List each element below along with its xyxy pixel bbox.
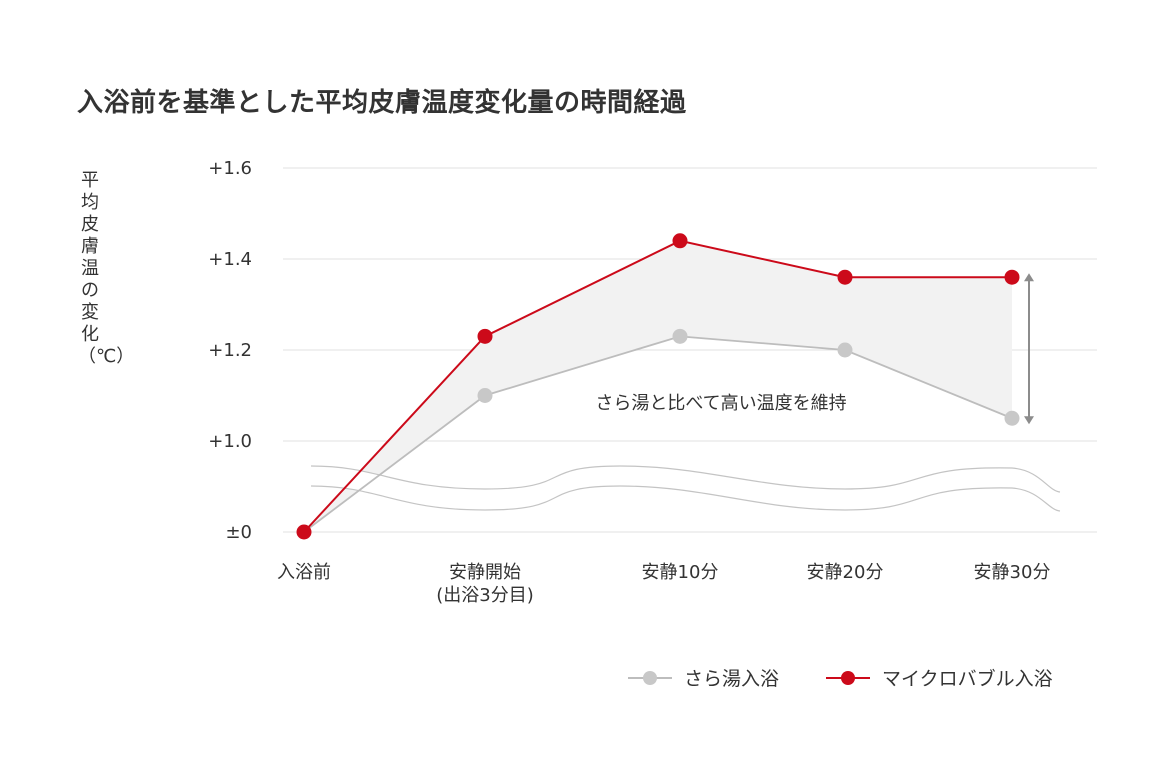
x-category-label: 安静10分 [642,562,719,583]
plain-point [477,388,493,403]
x-category-labels: 入浴前 安静開始(出浴3分目) 安静10分 安静20分 安静30分 [277,562,1050,606]
axis-break-mark [310,465,1061,512]
micro-point [1004,269,1020,285]
y-tick-labels: ±0 +1.0 +1.2 +1.4 +1.6 [208,158,252,543]
x-category-label: 入浴前 [277,562,331,583]
x-category-label: 安静開始 [449,562,521,583]
y-tick-label: +1.2 [208,340,252,361]
arrow-head-up [1024,273,1034,282]
legend-item-micro: マイクロバブル入浴 [826,667,1053,690]
legend-plain-marker [643,671,657,685]
difference-arrow [1024,273,1034,425]
legend: さら湯入浴 マイクロバブル入浴 [628,667,1053,690]
plain-point [672,328,688,344]
legend-micro-label: マイクロバブル入浴 [882,667,1053,690]
plain-point [837,342,853,358]
y-tick-label: +1.4 [208,249,252,270]
x-category-label: (出浴3分目) [436,585,534,606]
y-tick-label: +1.0 [208,431,252,452]
chart-title: 入浴前を基準とした平均皮膚温度変化量の時間経過 [77,88,687,118]
axis-break-wave [310,465,1061,493]
difference-area [304,240,1012,533]
axis-break-band [311,466,1060,511]
series-plain-points [477,328,1020,426]
x-category-label: 安静20分 [807,562,884,583]
y-tick-label: +1.6 [208,158,252,179]
plain-point [1004,410,1020,426]
axis-break-wave [310,485,1061,512]
x-category-label: 安静30分 [974,562,1051,583]
legend-plain-label: さら湯入浴 [684,668,779,690]
arrow-head-down [1024,416,1034,425]
series-micro-points [296,233,1020,540]
micro-point [837,269,853,285]
legend-item-plain: さら湯入浴 [628,668,779,690]
legend-micro-marker [841,671,855,685]
micro-point [672,233,688,249]
micro-point [296,524,312,540]
y-tick-label: ±0 [225,522,252,543]
micro-point [477,328,493,344]
annotation-text: さら湯と比べて高い温度を維持 [595,393,846,414]
